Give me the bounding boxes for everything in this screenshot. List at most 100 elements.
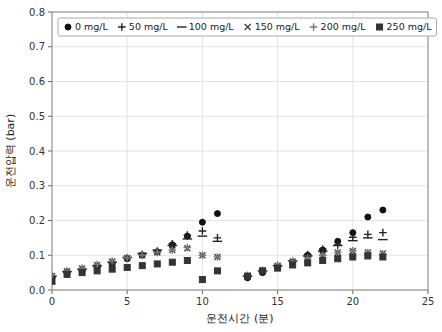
tick-mark xyxy=(48,46,52,47)
tick-label: 20 xyxy=(346,296,359,307)
point xyxy=(184,257,190,263)
point xyxy=(168,245,178,246)
tick-mark xyxy=(277,290,278,294)
tick-label: 0.2 xyxy=(29,215,45,226)
point xyxy=(214,254,220,260)
point xyxy=(334,249,342,257)
point xyxy=(94,268,100,274)
tick-label: 0.0 xyxy=(29,285,45,296)
point xyxy=(108,257,116,265)
point xyxy=(380,207,386,213)
tick-label: 25 xyxy=(422,296,435,307)
point xyxy=(380,254,386,260)
tick-mark xyxy=(48,151,52,152)
point xyxy=(259,266,267,274)
point xyxy=(199,251,207,259)
point xyxy=(123,254,131,262)
point xyxy=(378,239,388,240)
point xyxy=(199,252,205,258)
tick-mark xyxy=(48,290,52,291)
point xyxy=(154,261,160,267)
grid-line xyxy=(52,46,428,47)
point xyxy=(169,246,177,254)
tick-label: 0.5 xyxy=(29,111,45,122)
series xyxy=(52,253,386,284)
tick-label: 10 xyxy=(196,296,209,307)
point xyxy=(259,268,267,276)
point xyxy=(184,231,192,239)
legend-label: 200 mg/L xyxy=(321,21,367,32)
point xyxy=(290,262,296,268)
legend-marker xyxy=(377,24,383,30)
x-axis-label: 운전시간 (분) xyxy=(206,312,273,325)
point xyxy=(79,270,85,276)
legend-label: 50 mg/L xyxy=(129,21,169,32)
point xyxy=(363,237,373,238)
tick-mark xyxy=(48,116,52,117)
legend-box xyxy=(58,18,436,36)
grid-line xyxy=(52,220,428,221)
tick-mark xyxy=(127,290,128,294)
tick-mark xyxy=(48,12,52,13)
tick-mark xyxy=(352,290,353,294)
grid-line xyxy=(52,185,428,186)
grid-line xyxy=(52,151,428,152)
point xyxy=(214,253,222,261)
point xyxy=(153,249,161,257)
point xyxy=(123,254,131,262)
grid xyxy=(52,12,428,290)
grid-line xyxy=(52,255,428,256)
point xyxy=(199,219,205,225)
point xyxy=(348,240,358,241)
data-points xyxy=(52,207,388,284)
point xyxy=(64,271,70,277)
legend: 0 mg/L50 mg/L100 mg/L150 mg/L200 mg/L250… xyxy=(58,18,436,36)
point xyxy=(245,273,251,279)
series xyxy=(52,236,388,276)
axes: 05101520250.00.10.20.30.40.50.60.70.8 xyxy=(29,7,434,308)
point xyxy=(365,214,371,220)
plot-area xyxy=(52,12,428,290)
tick-label: 5 xyxy=(124,296,130,307)
tick-label: 0.4 xyxy=(29,146,45,157)
tick-label: 0.6 xyxy=(29,76,45,87)
point xyxy=(213,241,223,242)
legend-label: 0 mg/L xyxy=(75,21,109,32)
tick-label: 0.8 xyxy=(29,7,45,18)
legend-marker xyxy=(65,24,71,30)
point xyxy=(244,272,252,280)
point xyxy=(214,234,222,242)
point xyxy=(139,263,145,269)
point xyxy=(350,254,356,260)
tick-label: 0 xyxy=(49,296,55,307)
series xyxy=(52,244,387,279)
point xyxy=(183,238,193,239)
series xyxy=(52,245,386,279)
legend-marker xyxy=(177,26,187,27)
series xyxy=(52,227,387,280)
point xyxy=(214,211,220,217)
point xyxy=(124,264,130,270)
legend-marker xyxy=(118,23,126,31)
point xyxy=(199,277,205,283)
point xyxy=(349,247,357,255)
point xyxy=(260,268,266,274)
legend-label: 150 mg/L xyxy=(255,21,301,32)
tick-mark xyxy=(48,255,52,256)
point xyxy=(364,231,372,239)
point xyxy=(275,265,281,271)
point xyxy=(199,227,207,235)
y-axis-label: 운전압력 (bar) xyxy=(4,114,17,188)
tick-label: 0.3 xyxy=(29,180,45,191)
point xyxy=(379,229,387,237)
tick-mark xyxy=(48,220,52,221)
plot-frame xyxy=(52,12,428,290)
point xyxy=(109,266,115,272)
point xyxy=(334,241,342,249)
tick-mark xyxy=(202,290,203,294)
point xyxy=(365,253,371,259)
point xyxy=(198,235,208,236)
point xyxy=(320,257,326,263)
point xyxy=(154,249,160,255)
tick-label: 15 xyxy=(271,296,284,307)
